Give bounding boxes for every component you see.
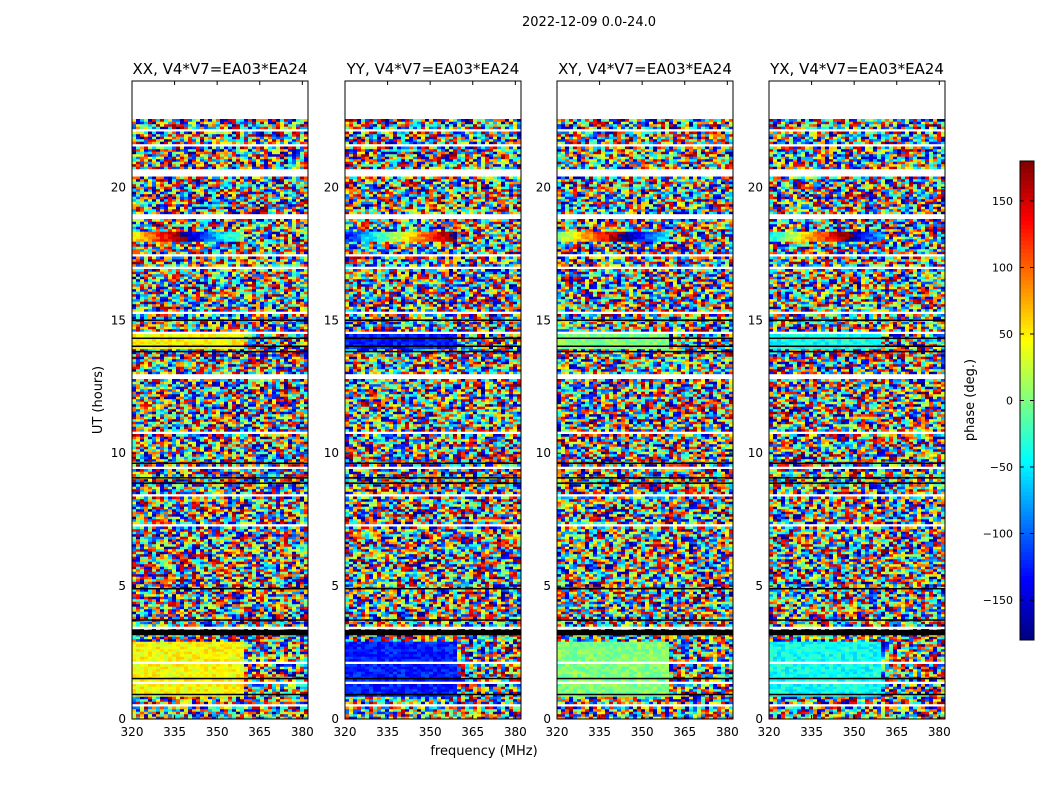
x-tick-label: 335 (800, 725, 823, 739)
panel-title: YY, V4*V7=EA03*EA24 (346, 60, 520, 78)
y-tick-label: 20 (111, 180, 126, 194)
panel-4: YX, V4*V7=EA03*EA24 320 335 350 365 380 0 5 10 15… (748, 60, 951, 739)
panel-heatmap (557, 119, 733, 719)
y-tick-label: 5 (755, 579, 763, 593)
y-tick-label: 15 (536, 313, 551, 327)
y-tick-label: 10 (536, 446, 551, 460)
y-tick-label: 5 (331, 579, 339, 593)
y-axis-label: UT (hours) (91, 366, 106, 434)
panel-title: YX, V4*V7=EA03*EA24 (769, 60, 944, 78)
x-tick-label: 350 (206, 725, 229, 739)
colorbar-label: phase (deg.) (963, 359, 978, 441)
x-tick-label: 320 (334, 725, 357, 739)
x-tick-label: 320 (546, 725, 569, 739)
x-axis-label: frequency (MHz) (430, 744, 537, 759)
y-tick-label: 10 (324, 446, 339, 460)
x-tick-label: 365 (248, 725, 271, 739)
panel-heatmap (345, 119, 521, 719)
panel-title: XX, V4*V7=EA03*EA24 (133, 60, 308, 78)
colorbar-tick-label: 100 (992, 261, 1013, 274)
x-tick-label: 365 (461, 725, 484, 739)
y-tick-label: 20 (324, 180, 339, 194)
y-tick-label: 0 (755, 712, 763, 726)
y-tick-label: 15 (111, 313, 126, 327)
x-tick-label: 320 (758, 725, 781, 739)
panels: XX, V4*V7=EA03*EA24 320 335 350 365 380 0 5 10 15… (111, 60, 951, 739)
y-tick-label: 20 (536, 180, 551, 194)
panel-2: YY, V4*V7=EA03*EA24 320 335 350 365 380 0 5 10 15… (324, 60, 527, 739)
x-tick-label: 380 (716, 725, 739, 739)
y-tick-label: 15 (748, 313, 763, 327)
colorbar-tick-label: −150 (983, 594, 1013, 607)
figure-suptitle: 2022-12-09 0.0-24.0 (522, 15, 656, 30)
x-tick-label: 380 (928, 725, 951, 739)
panel-heatmap (769, 119, 945, 719)
colorbar-tick-label: −50 (990, 461, 1013, 474)
y-tick-label: 5 (118, 579, 126, 593)
panel-1: XX, V4*V7=EA03*EA24 320 335 350 365 380 0 5 10 15… (111, 60, 314, 739)
x-tick-label: 350 (419, 725, 442, 739)
y-tick-label: 0 (331, 712, 339, 726)
y-tick-label: 10 (111, 446, 126, 460)
x-tick-label: 335 (376, 725, 399, 739)
x-tick-label: 365 (673, 725, 696, 739)
y-tick-label: 0 (118, 712, 126, 726)
x-tick-label: 350 (843, 725, 866, 739)
y-tick-label: 20 (748, 180, 763, 194)
x-tick-label: 335 (163, 725, 186, 739)
colorbar-tick-label: 150 (992, 195, 1013, 208)
y-tick-label: 5 (543, 579, 551, 593)
colorbar-tick-label: −100 (983, 528, 1013, 541)
x-tick-label: 335 (588, 725, 611, 739)
panel-3: XY, V4*V7=EA03*EA24 320 335 350 365 380 0 5 10 15… (536, 60, 739, 739)
colorbar: 150 100 50 0 −50 −100 −150 (983, 161, 1034, 640)
colorbar-tick-label: 50 (999, 328, 1013, 341)
y-tick-label: 0 (543, 712, 551, 726)
panel-title: XY, V4*V7=EA03*EA24 (558, 60, 732, 78)
x-tick-label: 365 (885, 725, 908, 739)
x-tick-label: 380 (291, 725, 314, 739)
colorbar-tick-label: 0 (1006, 395, 1013, 408)
x-tick-label: 320 (121, 725, 144, 739)
x-tick-label: 350 (631, 725, 654, 739)
x-tick-label: 380 (504, 725, 527, 739)
figure: 2022-12-09 0.0-24.0 XX, V4*V7=EA03*EA24 3… (0, 0, 1050, 800)
y-tick-label: 15 (324, 313, 339, 327)
panel-heatmap (132, 119, 308, 719)
y-tick-label: 10 (748, 446, 763, 460)
